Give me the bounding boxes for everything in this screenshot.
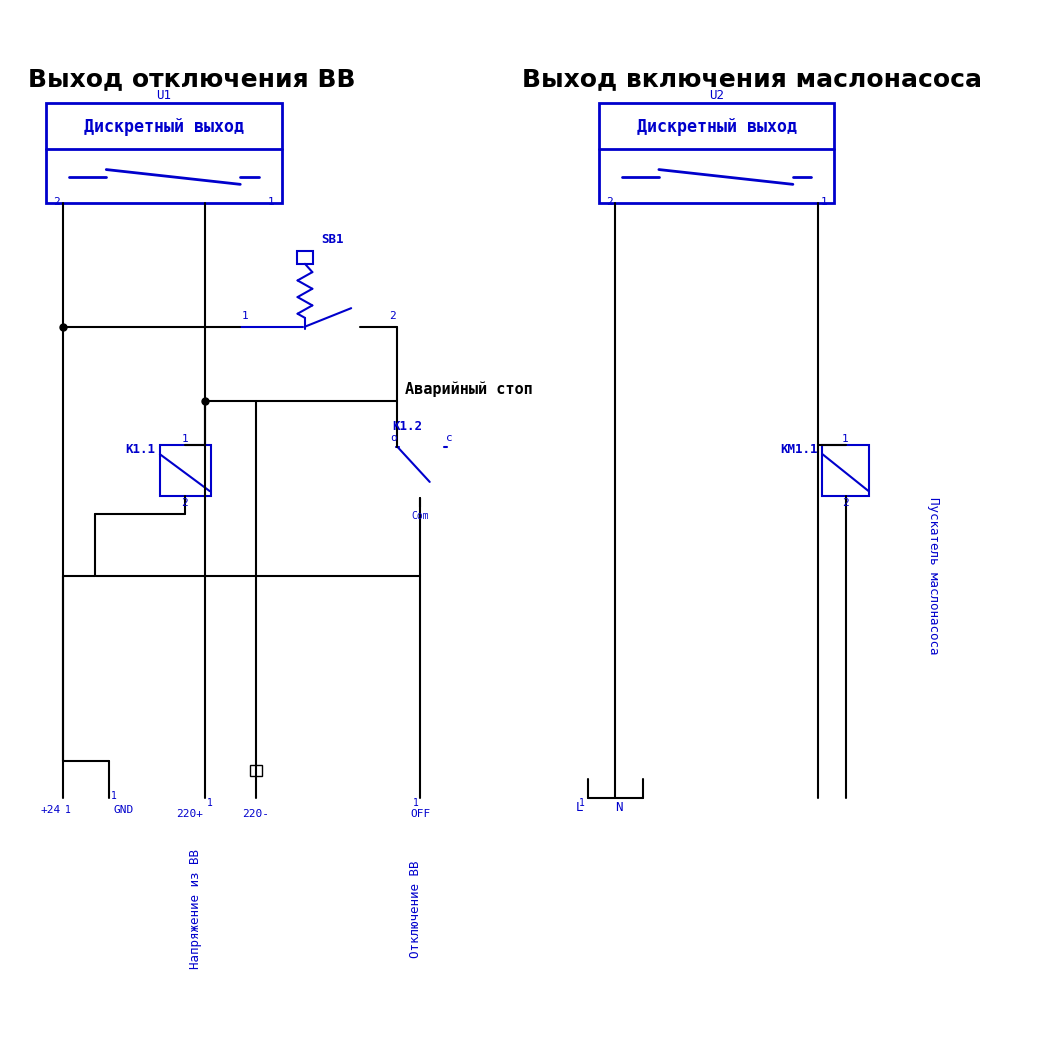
Text: Аварийный стоп: Аварийный стоп	[405, 381, 533, 397]
Text: OFF: OFF	[410, 809, 430, 819]
Text: Выход включения маслонасоса: Выход включения маслонасоса	[522, 67, 982, 91]
Text: 2: 2	[842, 498, 849, 508]
Text: +24: +24	[41, 805, 61, 815]
Text: Дискретный выход: Дискретный выход	[84, 118, 244, 136]
Text: 1: 1	[242, 310, 249, 321]
Text: 2: 2	[181, 498, 188, 508]
Text: N: N	[615, 801, 622, 813]
Text: 1: 1	[821, 197, 827, 207]
Bar	[160, 445, 211, 496]
Bar	[823, 445, 868, 496]
Bar	[250, 765, 262, 776]
Text: Напряжение из ВВ: Напряжение из ВВ	[190, 849, 203, 969]
Text: 2: 2	[607, 197, 613, 207]
Text: Дискретный выход: Дискретный выход	[636, 118, 797, 136]
Text: 1: 1	[413, 797, 419, 808]
Text: 2: 2	[54, 197, 60, 207]
Text: L: L	[576, 801, 583, 813]
Text: U1: U1	[156, 89, 172, 102]
Text: 1: 1	[181, 434, 188, 445]
Bar	[46, 103, 282, 203]
Text: Пускатель маслонасоса: Пускатель маслонасоса	[927, 498, 940, 654]
Text: 1: 1	[64, 805, 71, 815]
Text: c: c	[446, 432, 453, 443]
Text: KM1.1: KM1.1	[781, 443, 818, 456]
Text: 1: 1	[111, 791, 117, 801]
Text: K1.1: K1.1	[126, 443, 155, 456]
Text: K1.2: K1.2	[392, 420, 423, 433]
Text: 220+: 220+	[176, 809, 204, 819]
Text: U2: U2	[709, 89, 724, 102]
Text: Com: Com	[411, 511, 429, 521]
Text: 2: 2	[389, 310, 396, 321]
Text: 1: 1	[268, 197, 274, 207]
Text: Выход отключения ВВ: Выход отключения ВВ	[27, 67, 356, 91]
Text: GND: GND	[114, 805, 134, 815]
Bar	[599, 103, 835, 203]
Text: 1: 1	[579, 797, 584, 808]
Text: Отключение ВВ: Отключение ВВ	[409, 860, 422, 957]
Text: 220-: 220-	[243, 809, 269, 819]
Text: o: o	[390, 432, 397, 443]
Text: 1: 1	[207, 797, 213, 808]
Text: SB1: SB1	[322, 233, 344, 247]
Bar	[296, 251, 313, 264]
Text: 1: 1	[842, 434, 849, 445]
